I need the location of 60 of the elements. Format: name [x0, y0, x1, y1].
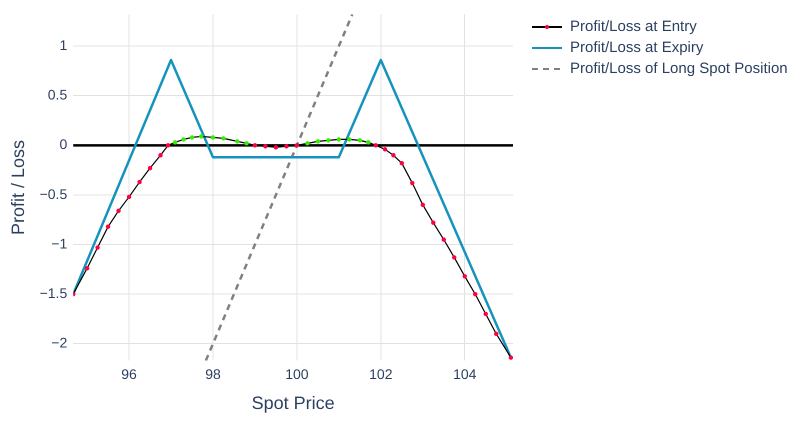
point — [462, 274, 467, 278]
legend-label: Profit/Loss at Entry — [570, 18, 697, 35]
point — [366, 140, 370, 145]
legend-label: Profit/Loss of Long Spot Position — [570, 60, 788, 77]
y-tick-label: −0.5 — [40, 186, 68, 202]
point — [263, 144, 268, 149]
y-tick-label: −1 — [51, 235, 68, 252]
y-axis-title: Profit / Loss — [8, 140, 28, 236]
point — [326, 138, 331, 143]
point — [494, 332, 498, 336]
x-tick-label: 102 — [369, 366, 393, 382]
point — [235, 139, 240, 144]
point — [199, 134, 204, 139]
point — [284, 144, 289, 149]
point — [336, 137, 342, 142]
point — [84, 266, 90, 271]
point — [166, 143, 170, 148]
point — [431, 220, 436, 225]
x-tick-label: 98 — [205, 366, 221, 382]
x-tick-label: 96 — [121, 366, 138, 382]
y-tick-label: −1.5 — [40, 284, 68, 301]
point — [508, 355, 513, 360]
point — [137, 180, 142, 184]
y-tick-label: −2 — [51, 334, 68, 351]
point — [382, 147, 388, 152]
point — [274, 145, 278, 150]
point — [210, 135, 216, 140]
point — [420, 202, 425, 208]
y-tick-label: 0 — [59, 136, 68, 152]
point — [116, 208, 121, 214]
point — [400, 160, 404, 166]
x-axis-title: Spot Price — [252, 393, 335, 414]
point — [410, 180, 414, 186]
point — [95, 245, 100, 250]
point — [391, 153, 396, 158]
point — [158, 153, 163, 158]
point — [473, 292, 478, 296]
point — [221, 136, 226, 141]
point — [244, 141, 249, 146]
point — [374, 143, 378, 148]
point — [106, 224, 110, 229]
point — [442, 237, 446, 242]
point — [347, 137, 352, 142]
point — [148, 166, 152, 170]
point — [452, 255, 456, 260]
legend-label: Profit/Loss at Expiry — [570, 39, 704, 56]
point — [252, 143, 258, 148]
point — [190, 135, 194, 140]
x-tick-label: 100 — [285, 366, 309, 382]
y-tick-label: 0.5 — [48, 86, 68, 103]
point — [305, 141, 310, 146]
point — [294, 143, 300, 148]
point — [358, 138, 362, 143]
y-tick-label: 1 — [59, 37, 68, 54]
point — [126, 194, 132, 200]
point — [316, 139, 320, 144]
x-tick-label: 104 — [453, 366, 477, 382]
point — [181, 137, 186, 142]
point — [484, 312, 488, 316]
point — [173, 140, 178, 145]
